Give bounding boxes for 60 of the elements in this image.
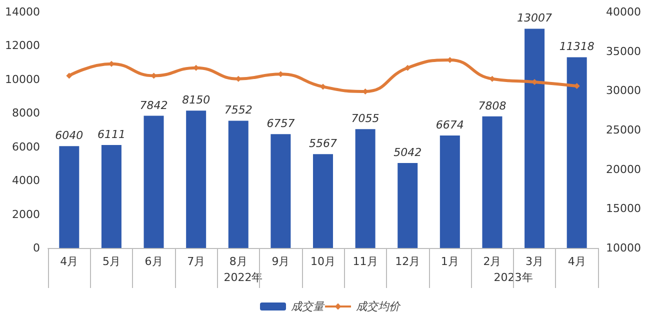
bar <box>355 129 376 248</box>
bar <box>313 154 333 248</box>
y2-tick-label: 10000 <box>606 242 641 254</box>
legend-label: 成交量 <box>291 300 325 313</box>
data-label: 5042 <box>394 146 422 160</box>
x-tick-label: 4月 <box>568 255 586 268</box>
y-tick-label: 14000 <box>5 6 40 18</box>
y2-tick-label: 20000 <box>606 162 641 176</box>
y2-tick-label: 30000 <box>606 84 641 98</box>
data-label: 7842 <box>140 98 168 112</box>
bar <box>398 163 418 248</box>
bar <box>186 110 206 248</box>
y2-tick-label: 15000 <box>606 202 641 216</box>
data-label: 6674 <box>436 118 464 132</box>
x-tick-label: 1月 <box>440 255 459 268</box>
bar <box>524 28 545 248</box>
x-tick-label: 11月 <box>352 255 378 268</box>
y-tick-label: 6000 <box>12 140 40 154</box>
x-tick-label: 7月 <box>187 255 206 268</box>
bar <box>101 144 122 248</box>
data-label: 6040 <box>55 129 84 142</box>
point <box>320 84 326 90</box>
bar <box>228 120 248 248</box>
y-tick-label: 4000 <box>12 174 40 188</box>
data-label: 7055 <box>351 112 380 126</box>
point <box>66 72 72 79</box>
bar <box>59 146 80 248</box>
data-label: 13007 <box>517 12 552 25</box>
data-label: 5567 <box>309 137 337 150</box>
bar <box>440 135 460 248</box>
point <box>404 64 411 71</box>
y2-tick-label: 25000 <box>606 124 641 136</box>
x-tick-label: 5月 <box>102 255 120 268</box>
text: 2023年 <box>494 271 533 284</box>
x-tick-label: 3月 <box>526 255 544 268</box>
data-label: 11318 <box>559 40 594 54</box>
x-tick-label: 10月 <box>310 255 336 268</box>
data-label: 6111 <box>97 128 126 141</box>
x-tick-label: 8月 <box>229 255 248 268</box>
y2-tick-label: 35000 <box>606 44 641 58</box>
legend-label: 成交均价 <box>356 300 401 313</box>
y-tick-label: 12000 <box>5 39 40 52</box>
bar <box>566 57 587 248</box>
data-label: 6757 <box>266 117 295 130</box>
x-tick-label: 9月 <box>272 255 290 268</box>
y-tick-label: 8000 <box>12 106 40 120</box>
y-tick-label: 10000 <box>5 72 40 86</box>
x-tick-label: 4月 <box>60 255 78 268</box>
y-tick-label: 2000 <box>12 208 40 221</box>
bar <box>270 134 291 248</box>
data-label: 7552 <box>224 104 252 117</box>
y-tick-label: 0 <box>33 242 40 254</box>
x-tick-label: 6月 <box>144 255 163 268</box>
x-tick-label: 2月 <box>483 255 502 268</box>
data-label: 8150 <box>182 94 210 107</box>
x-tick-label: 12月 <box>395 255 420 268</box>
data-label: 7808 <box>478 99 506 112</box>
bar <box>482 116 502 248</box>
y2-tick-label: 40000 <box>606 6 641 18</box>
bar <box>144 116 164 248</box>
